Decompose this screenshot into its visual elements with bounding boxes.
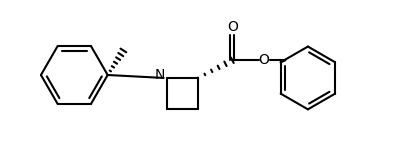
Text: O: O — [227, 20, 238, 34]
Text: N: N — [154, 68, 165, 82]
Text: O: O — [258, 53, 269, 67]
